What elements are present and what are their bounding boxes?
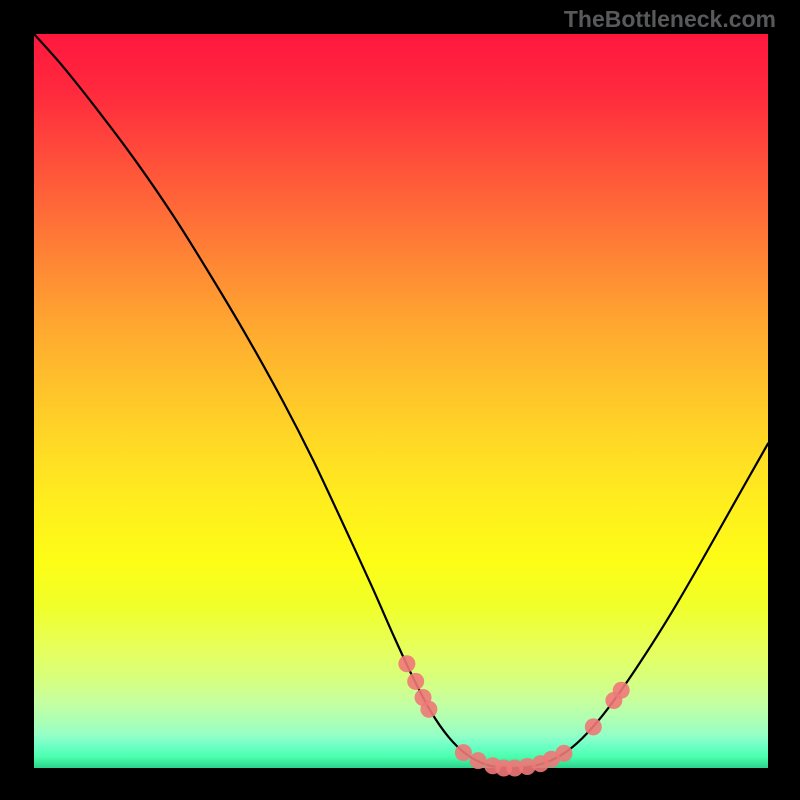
data-point-marker: [585, 718, 602, 735]
stage: TheBottleneck.com: [0, 0, 800, 800]
data-point-marker: [420, 701, 437, 718]
data-point-marker: [407, 673, 424, 690]
data-point-marker: [455, 744, 472, 761]
chart-overlay: [0, 0, 800, 800]
data-point-marker: [555, 745, 572, 762]
data-point-marker: [613, 682, 630, 699]
data-point-marker: [470, 752, 487, 769]
watermark-text: TheBottleneck.com: [564, 6, 776, 33]
data-point-marker: [398, 655, 415, 672]
